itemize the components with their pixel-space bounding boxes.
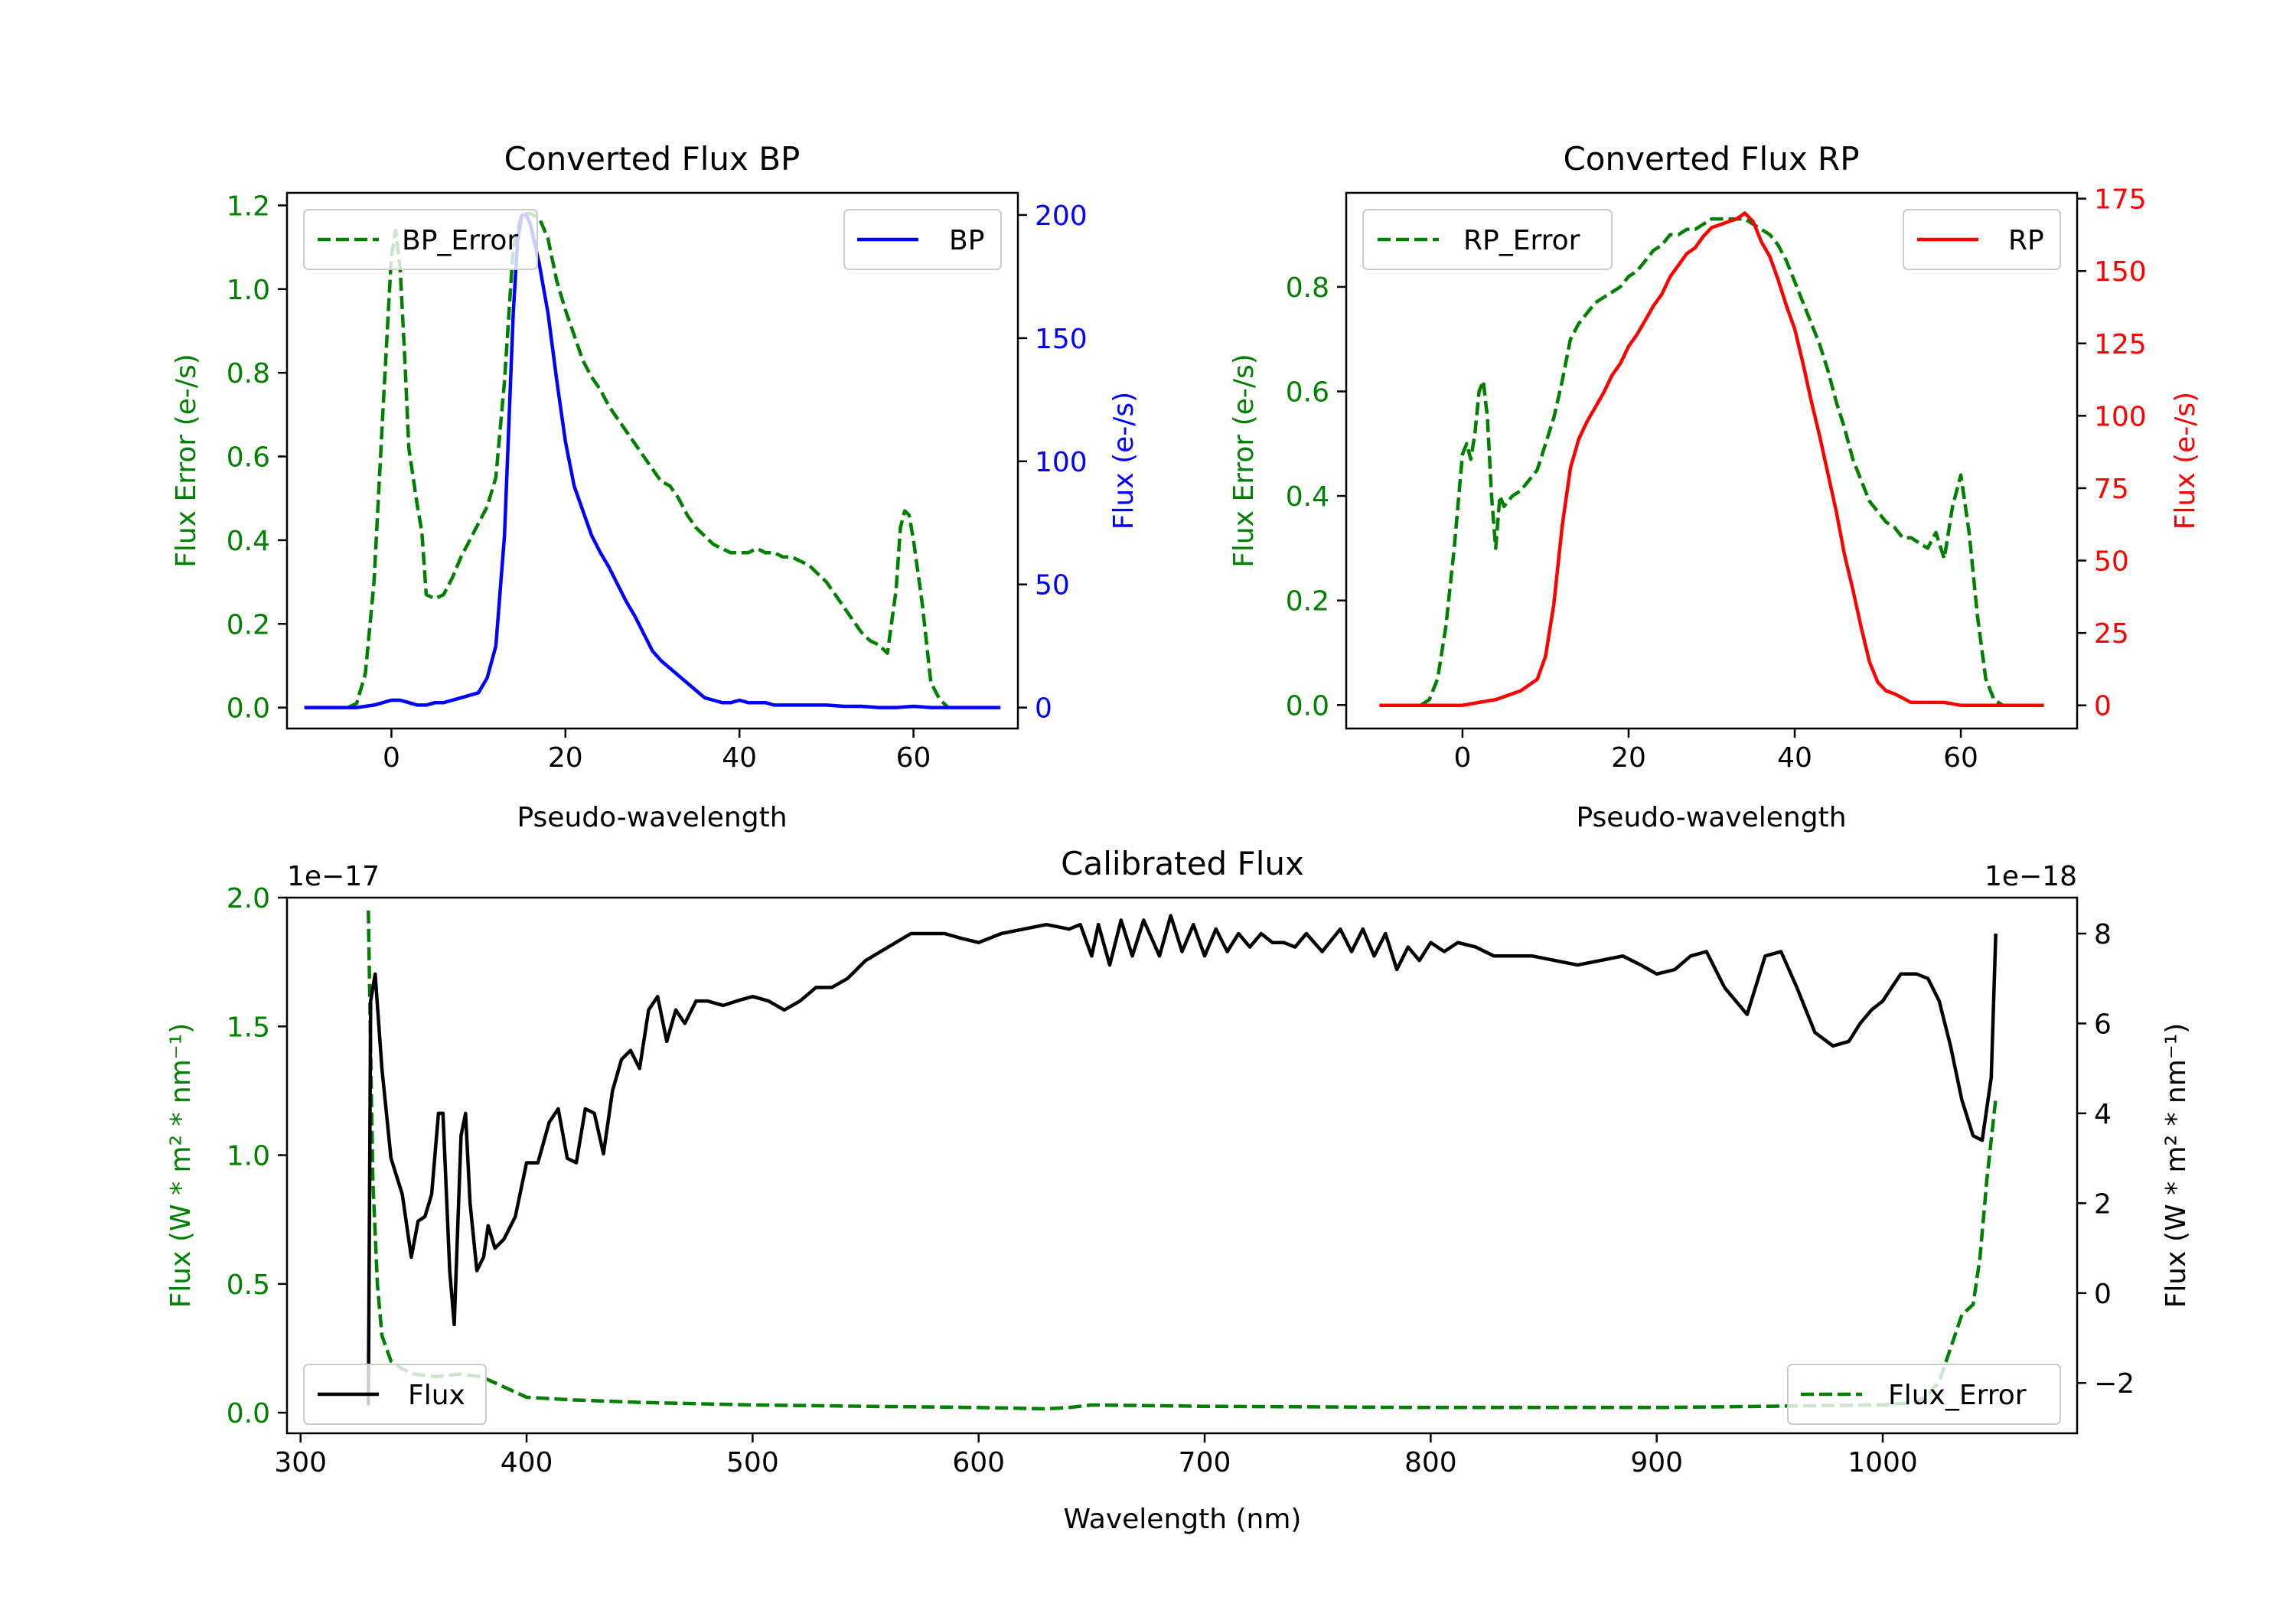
legend-left-calibrated: Flux	[303, 1364, 487, 1425]
y-tick-label-right: 50	[1035, 570, 1070, 601]
chart-title-calibrated: Calibrated Flux	[1061, 845, 1304, 882]
x-tick-label: 800	[1404, 1447, 1457, 1478]
x-tick-label: 0	[383, 742, 400, 774]
y-tick-label-right: −2	[2094, 1368, 2135, 1400]
x-axis-label-calibrated: Wavelength (nm)	[1064, 1504, 1302, 1535]
y-tick-label-left: 0.2	[227, 609, 270, 641]
y-axis-label-right-bp: Flux (e-/s)	[1108, 392, 1140, 530]
legend-label-rp: RP	[2008, 225, 2044, 256]
chart-title-rp: Converted Flux RP	[1563, 140, 1859, 178]
x-tick-label: 700	[1179, 1447, 1231, 1478]
panel-converted-flux-rp: Converted Flux RP 0 20 40 60 0.0 0.2 0.4 0.6 0.8…	[1228, 140, 2201, 833]
y-axis-label-left-rp: Flux Error (e-/s)	[1228, 354, 1260, 568]
y-tick-label-right: 125	[2094, 329, 2147, 360]
legend-right-bp: BP	[843, 209, 1002, 270]
legend-label-bp: BP	[949, 225, 984, 256]
y-tick-label-left: 0.6	[227, 442, 270, 474]
y-tick-label-right: 2	[2094, 1188, 2112, 1220]
y-tick-label-left: 0.2	[1286, 586, 1329, 618]
x-tick-label: 40	[722, 742, 757, 774]
ticks-calibrated: 300 400 500 600 700 800 900 1000 0.0 0.5 1.0 1.5 2.0…	[227, 883, 2135, 1478]
y-tick-label-left: 1.2	[227, 191, 270, 222]
series-line-rp-error	[1420, 217, 2004, 707]
y-tick-label-right: 150	[1035, 324, 1088, 355]
y-tick-label-right: 75	[2094, 474, 2129, 505]
offset-label-right-calibrated: 1e−18	[1985, 861, 2077, 892]
axes-frame-calibrated	[285, 896, 2079, 1435]
x-tick-label: 600	[952, 1447, 1005, 1478]
y-axis-label-right-rp: Flux (e-/s)	[2170, 392, 2201, 530]
y-tick-label-left: 0.0	[1286, 690, 1329, 722]
x-tick-label: 0	[1453, 742, 1471, 774]
y-tick-label-right: 0	[1035, 693, 1052, 725]
y-tick-label-left: 0.0	[227, 1398, 270, 1429]
legend-label-flux-error: Flux_Error	[1888, 1380, 2027, 1411]
ticks-rp: 0 20 40 60 0.0 0.2 0.4 0.6 0.8 0 25 50 75 100 125 150 17…	[1286, 184, 2147, 774]
y-tick-label-left: 0.0	[227, 693, 270, 725]
ticks-bp: 0 20 40 60 0.0 0.2 0.4 0.6 0.8 1.0 1.2 0 50 100 150 200	[227, 191, 1088, 774]
series-line-bp-error	[347, 212, 950, 709]
series-line-rp	[1379, 211, 2044, 707]
y-axis-label-left-calibrated: Flux (W * m² * nm⁻¹)	[165, 1023, 197, 1309]
x-tick-label: 500	[726, 1447, 779, 1478]
axes-frame-rp	[1345, 191, 2079, 730]
x-axis-label-rp: Pseudo-wavelength	[1576, 802, 1846, 833]
panel-converted-flux-bp: Converted Flux BP 0 20 40 60 0.0 0.2 0.4 0.6 0.8…	[171, 140, 1140, 833]
legend-right-rp: RP	[1903, 209, 2061, 270]
x-tick-label: 20	[1611, 742, 1646, 774]
y-tick-label-right: 6	[2094, 1009, 2112, 1040]
y-tick-label-left: 2.0	[227, 883, 270, 914]
y-tick-label-left: 0.6	[1286, 377, 1329, 409]
y-tick-label-left: 1.0	[227, 1141, 270, 1172]
y-tick-label-right: 200	[1035, 200, 1088, 232]
y-tick-label-left: 1.5	[227, 1012, 270, 1043]
y-tick-label-right: 175	[2094, 184, 2147, 216]
legend-label-bp-error: BP_Error	[402, 225, 518, 256]
x-tick-label: 900	[1630, 1447, 1683, 1478]
y-tick-label-right: 8	[2094, 919, 2112, 950]
x-tick-label: 1000	[1848, 1447, 1918, 1478]
y-tick-label-left: 0.8	[227, 358, 270, 390]
y-axis-label-right-calibrated: Flux (W * m² * nm⁻¹)	[2161, 1023, 2192, 1309]
y-tick-label-right: 0	[2094, 1279, 2112, 1310]
plot-area-bp	[304, 212, 1001, 709]
legend-left-bp: BP_Error	[303, 209, 538, 270]
y-tick-label-right: 100	[2094, 401, 2147, 432]
y-tick-label-right: 4	[2094, 1099, 2112, 1130]
y-tick-label-right: 100	[1035, 447, 1088, 478]
x-tick-label: 60	[896, 742, 931, 774]
series-line-flux	[367, 914, 1998, 1406]
offset-label-left-calibrated: 1e−17	[287, 861, 380, 892]
y-tick-label-left: 0.5	[227, 1270, 270, 1301]
chart-title-bp: Converted Flux BP	[504, 140, 801, 178]
y-tick-label-left: 1.0	[227, 275, 270, 306]
x-tick-label: 60	[1943, 742, 1978, 774]
x-tick-label: 300	[274, 1447, 327, 1478]
y-tick-label-right: 150	[2094, 256, 2147, 288]
x-tick-label: 40	[1777, 742, 1812, 774]
y-tick-label-left: 0.4	[1286, 481, 1329, 513]
x-tick-label: 400	[501, 1447, 553, 1478]
plot-area-rp	[1379, 211, 2044, 707]
y-axis-label-left-bp: Flux Error (e-/s)	[171, 354, 202, 568]
y-tick-label-left: 0.4	[227, 526, 270, 557]
legend-left-rp: RP_Error	[1362, 209, 1613, 270]
legend-right-calibrated: Flux_Error	[1787, 1364, 2061, 1425]
y-tick-label-right: 50	[2094, 546, 2129, 578]
series-line-bp	[304, 213, 1001, 709]
x-tick-label: 20	[548, 742, 583, 774]
panel-calibrated-flux: Calibrated Flux 1e−17 1e−18 300 400 500 600…	[165, 845, 2192, 1535]
y-tick-label-left: 0.8	[1286, 272, 1329, 304]
y-tick-label-right: 0	[2094, 691, 2112, 722]
legend-label-rp-error: RP_Error	[1463, 225, 1580, 256]
legend-label-flux: Flux	[408, 1380, 465, 1411]
x-axis-label-bp: Pseudo-wavelength	[517, 802, 787, 833]
y-tick-label-right: 25	[2094, 618, 2129, 650]
